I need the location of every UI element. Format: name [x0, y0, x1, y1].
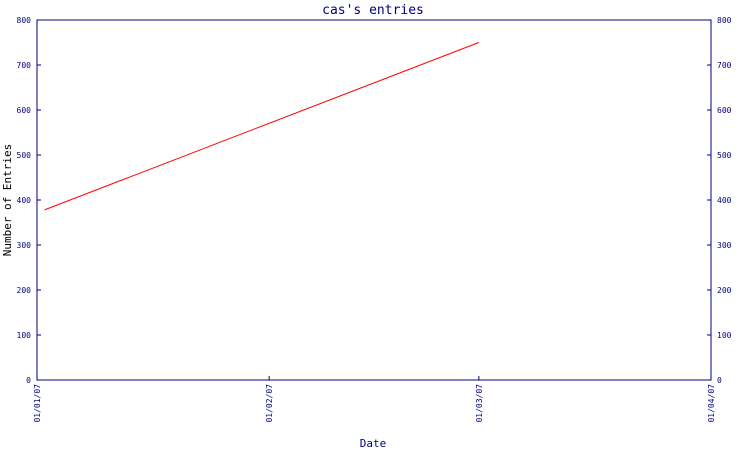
y-tick-label-left: 300: [17, 241, 32, 250]
y-axis-label: Number of Entries: [1, 144, 14, 257]
y-tick-label-right: 200: [717, 286, 732, 295]
y-tick-label-right: 500: [717, 151, 732, 160]
x-tick-label: 01/02/07: [265, 384, 274, 423]
x-axis-label: Date: [360, 437, 387, 450]
y-tick-label-left: 200: [17, 286, 32, 295]
y-tick-label-right: 300: [717, 241, 732, 250]
y-tick-label-left: 800: [17, 16, 32, 25]
y-tick-label-left: 100: [17, 331, 32, 340]
x-axis: 01/01/07 01/02/07 01/03/07 01/04/07: [33, 376, 716, 423]
y-tick-label-right: 400: [717, 196, 732, 205]
y-tick-label-left: 0: [26, 376, 31, 385]
x-tick-label: 01/03/07: [475, 384, 484, 423]
y-tick-label-left: 600: [17, 106, 32, 115]
y-tick-label-right: 800: [717, 16, 732, 25]
y-tick-label-right: 700: [717, 61, 732, 70]
series-line: [44, 42, 479, 211]
series-layer: [44, 42, 479, 211]
chart-title: cas's entries: [322, 3, 424, 18]
y-tick-label-left: 400: [17, 196, 32, 205]
x-tick-label: 01/01/07: [33, 384, 42, 423]
y-axis-right: 0 100 200 300 400 500 600 700 800: [707, 16, 732, 385]
y-tick-label-left: 500: [17, 151, 32, 160]
y-tick-label-right: 0: [717, 376, 722, 385]
y-axis-left: 0 100 200 300 400 500 600 700 800: [17, 16, 41, 385]
plot-frame: [36, 19, 712, 381]
y-tick-label-right: 100: [717, 331, 732, 340]
y-tick-label-left: 700: [17, 61, 32, 70]
y-tick-label-right: 600: [717, 106, 732, 115]
x-tick-label: 01/04/07: [707, 384, 716, 423]
